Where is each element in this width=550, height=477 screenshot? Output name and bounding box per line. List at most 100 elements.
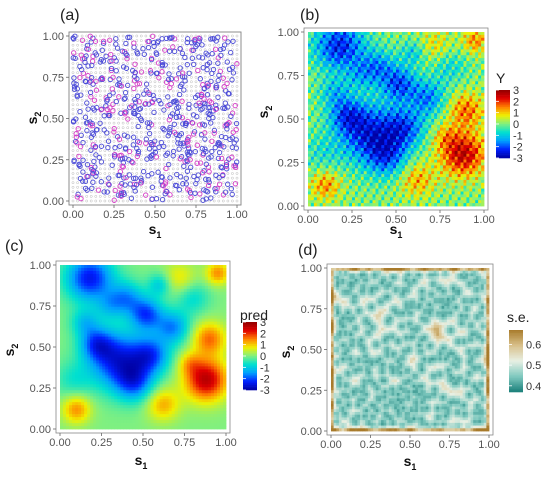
heatmap-cell xyxy=(334,58,337,61)
heatmap-cell xyxy=(408,99,411,102)
heatmap-cell xyxy=(352,102,355,105)
heatmap-cell xyxy=(334,197,337,200)
heatmap-cell xyxy=(308,44,311,47)
heatmap-cell xyxy=(378,194,381,197)
heatmap-cell xyxy=(449,35,452,38)
heatmap-cell xyxy=(308,134,311,137)
heatmap-cell xyxy=(329,107,332,110)
heatmap-cell xyxy=(422,180,425,183)
heatmap-cell xyxy=(419,61,422,64)
heatmap-cell xyxy=(440,157,443,160)
heatmap-cell xyxy=(419,67,422,70)
heatmap-cell xyxy=(337,49,340,52)
heatmap-cell xyxy=(434,32,437,35)
heatmap-cell xyxy=(437,102,440,105)
heatmap-cell xyxy=(396,52,399,55)
heatmap-cell xyxy=(390,52,393,55)
heatmap-cell xyxy=(411,139,414,142)
heatmap-cell xyxy=(308,177,311,180)
heatmap-cell xyxy=(361,76,364,79)
heatmap-cell xyxy=(414,41,417,44)
heatmap-cell xyxy=(411,64,414,67)
heatmap-cell xyxy=(443,139,446,142)
heatmap-cell xyxy=(361,157,364,160)
heatmap-cell xyxy=(308,125,311,128)
heatmap-cell xyxy=(431,174,434,177)
heatmap-cell xyxy=(361,165,364,168)
heatmap-cell xyxy=(329,183,332,186)
heatmap-cell xyxy=(352,134,355,137)
heatmap-cell xyxy=(346,64,349,67)
heatmap-cell xyxy=(387,32,390,35)
heatmap-cell xyxy=(331,160,334,163)
heatmap-cell xyxy=(364,41,367,44)
heatmap-cell xyxy=(326,154,329,157)
heatmap-cell xyxy=(396,41,399,44)
heatmap-cell xyxy=(346,131,349,134)
heatmap-cell xyxy=(326,70,329,73)
heatmap-cell xyxy=(417,125,420,128)
heatmap-cell xyxy=(437,73,440,76)
heatmap-cell xyxy=(428,200,431,203)
heatmap-cell xyxy=(378,32,381,35)
heatmap-cell xyxy=(311,78,314,81)
heatmap-cell xyxy=(378,160,381,163)
heatmap-cell xyxy=(367,160,370,163)
heatmap-cell xyxy=(375,203,378,206)
heatmap-cell xyxy=(405,44,408,47)
heatmap-cell xyxy=(340,61,343,64)
heatmap-cell xyxy=(390,183,393,186)
heatmap-cell xyxy=(390,157,393,160)
heatmap-cell xyxy=(334,93,337,96)
heatmap-cell xyxy=(417,192,420,195)
heatmap-cell xyxy=(405,81,408,84)
heatmap-cell xyxy=(387,116,390,119)
heatmap-cell xyxy=(349,174,352,177)
heatmap-cell xyxy=(311,186,314,189)
heatmap-cell xyxy=(437,163,440,166)
heatmap-cell xyxy=(411,44,414,47)
heatmap-cell xyxy=(390,78,393,81)
heatmap-cell xyxy=(361,189,364,192)
heatmap-cell xyxy=(346,105,349,108)
heatmap-cell xyxy=(378,154,381,157)
heatmap-cell xyxy=(331,151,334,154)
heatmap-cell xyxy=(402,116,405,119)
heatmap-cell xyxy=(373,192,376,195)
heatmap-cell xyxy=(417,41,420,44)
heatmap-cell xyxy=(443,35,446,38)
heatmap-cell xyxy=(337,197,340,200)
heatmap-cell xyxy=(414,116,417,119)
heatmap-cell xyxy=(346,99,349,102)
heatmap-cell xyxy=(370,96,373,99)
heatmap-cell xyxy=(393,44,396,47)
heatmap-cell xyxy=(346,148,349,151)
heatmap-cell xyxy=(417,165,420,168)
heatmap-cell xyxy=(446,180,449,183)
heatmap-cell xyxy=(375,200,378,203)
heatmap-cell xyxy=(311,87,314,90)
heatmap-cell xyxy=(308,160,311,163)
heatmap-cell xyxy=(317,119,320,122)
heatmap-cell xyxy=(355,148,358,151)
heatmap-cell xyxy=(326,136,329,139)
heatmap-cell xyxy=(384,165,387,168)
heatmap-cell xyxy=(408,110,411,113)
heatmap-cell xyxy=(364,174,367,177)
heatmap-cell xyxy=(402,171,405,174)
heatmap-cell xyxy=(346,32,349,35)
heatmap-cell xyxy=(440,168,443,171)
heatmap-cell xyxy=(370,180,373,183)
heatmap-cell xyxy=(384,160,387,163)
heatmap-cell xyxy=(373,38,376,41)
heatmap-cell xyxy=(361,160,364,163)
heatmap-cell xyxy=(308,203,311,206)
heatmap-cell xyxy=(434,96,437,99)
heatmap-cell xyxy=(437,76,440,79)
heatmap-cell xyxy=(408,44,411,47)
heatmap-cell xyxy=(381,78,384,81)
heatmap-cell xyxy=(361,139,364,142)
heatmap-cell xyxy=(411,131,414,134)
heatmap-cell xyxy=(387,73,390,76)
heatmap-cell xyxy=(352,165,355,168)
